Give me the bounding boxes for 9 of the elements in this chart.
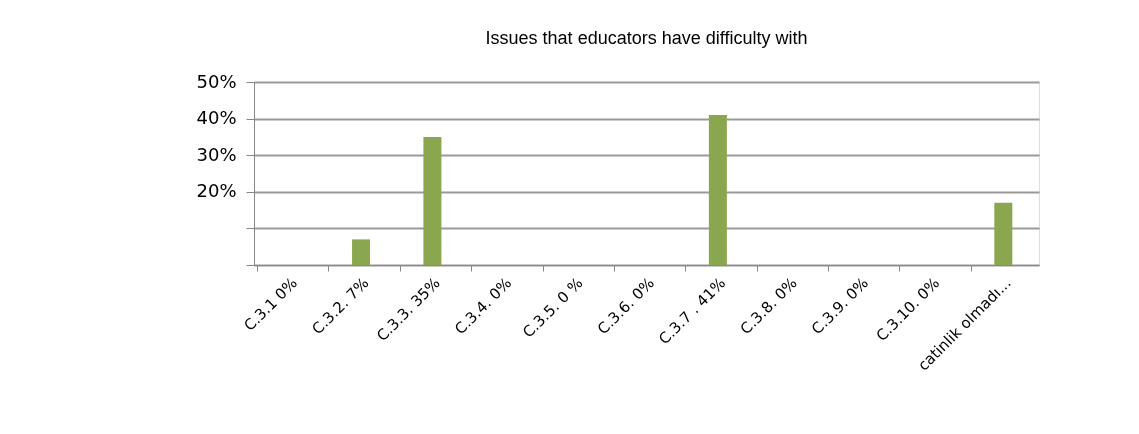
y-tick-label: 30%	[196, 143, 237, 165]
bar	[994, 202, 1013, 265]
bar	[423, 136, 442, 265]
y-tick-label: 20%	[196, 180, 237, 202]
bar	[708, 114, 727, 265]
bar	[352, 239, 371, 265]
y-tick-label: 50%	[196, 70, 237, 92]
y-tick-label: 40%	[196, 107, 237, 129]
chart-title: Issues that educators have difficulty with	[485, 28, 808, 48]
